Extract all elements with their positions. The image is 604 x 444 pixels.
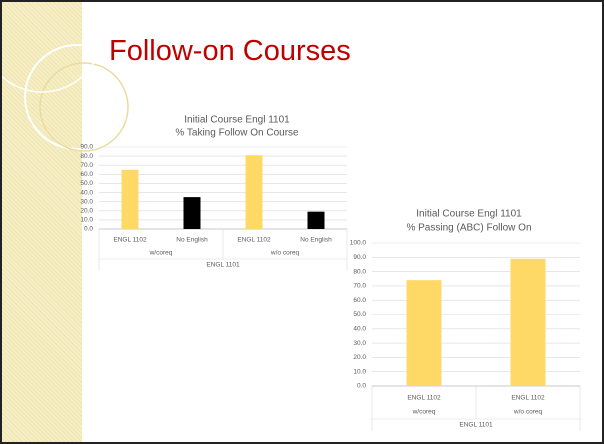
y-tick-label: 80.0 — [353, 268, 366, 275]
y-tick-label: 80.0 — [80, 153, 93, 160]
y-tick-label: 90.0 — [353, 254, 366, 261]
group-title: ENGL 1101 — [206, 262, 240, 269]
group-label: w/o coreq — [270, 250, 300, 257]
y-tick-label: 10.0 — [353, 368, 366, 375]
y-tick-label: 40.0 — [80, 189, 93, 196]
bar — [406, 280, 442, 386]
y-tick-label: 50.0 — [80, 180, 93, 187]
decor-circle — [39, 62, 129, 152]
bar — [183, 197, 201, 229]
y-tick-label: 0.0 — [84, 226, 93, 233]
bar — [245, 155, 263, 229]
y-tick-label: 70.0 — [80, 162, 93, 169]
y-tick-label: 60.0 — [353, 297, 366, 304]
bar — [121, 169, 139, 229]
chart-title: Initial Course Engl 1101 — [184, 115, 290, 126]
decor-strip — [2, 2, 82, 442]
slide-title: Follow-on Courses — [109, 35, 351, 67]
decor-circle — [24, 44, 130, 150]
group-label: w/o coreq — [513, 409, 543, 416]
y-tick-label: 50.0 — [353, 311, 366, 318]
x-tick-label: No English — [176, 237, 208, 244]
x-tick-label: ENGL 1102 — [511, 395, 545, 402]
bar — [307, 211, 325, 229]
x-tick-label: ENGL 1102 — [113, 237, 147, 244]
group-title: ENGL 1101 — [459, 422, 493, 429]
group-label: w/coreq — [149, 250, 173, 257]
y-tick-label: 70.0 — [353, 283, 366, 290]
group-label: w/coreq — [412, 409, 436, 416]
y-tick-label: 30.0 — [353, 340, 366, 347]
y-tick-label: 10.0 — [80, 217, 93, 224]
x-tick-label: ENGL 1102 — [237, 237, 271, 244]
decor-circle — [2, 2, 103, 93]
x-tick-label: No English — [300, 237, 332, 244]
y-tick-label: 60.0 — [80, 171, 93, 178]
bar — [510, 258, 546, 386]
x-tick-label: ENGL 1102 — [407, 395, 441, 402]
chart-subtitle: % Passing (ABC) Follow On — [406, 223, 531, 234]
y-tick-label: 40.0 — [353, 326, 366, 333]
chart-title: Initial Course Engl 1101 — [416, 209, 522, 220]
y-tick-label: 0.0 — [357, 383, 366, 390]
y-tick-label: 90.0 — [80, 144, 93, 151]
y-tick-label: 20.0 — [80, 207, 93, 214]
chart-subtitle: % Taking Follow On Course — [175, 128, 299, 139]
y-tick-label: 20.0 — [353, 354, 366, 361]
y-tick-label: 100.0 — [350, 240, 367, 247]
y-tick-label: 30.0 — [80, 198, 93, 205]
